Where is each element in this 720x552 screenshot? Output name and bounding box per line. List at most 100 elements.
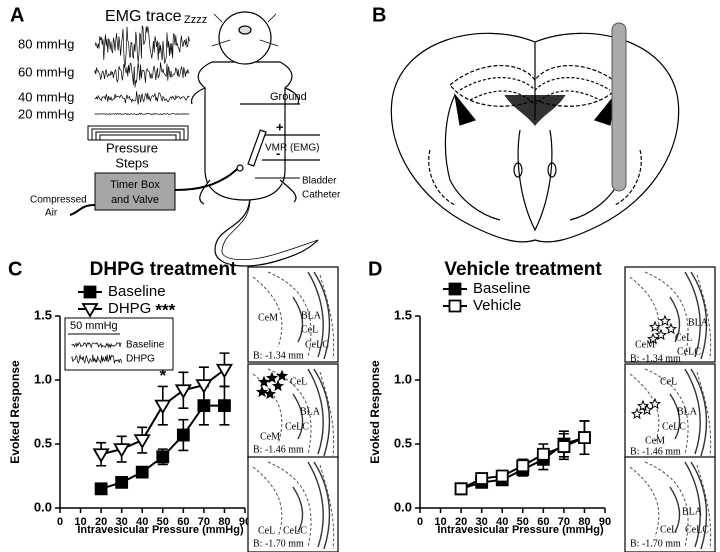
emg-traces [94, 25, 190, 116]
section-label: CeM [645, 435, 665, 446]
y-tick-label: 1.5 [34, 307, 52, 322]
pressure-steps-label: Steps [115, 155, 149, 170]
y-tick-label: 0.0 [394, 499, 412, 514]
chart-title: Vehicle treatment [444, 259, 602, 280]
y-tick-label: 1.0 [34, 371, 52, 386]
section-label: B: -1.46 mm [630, 446, 681, 457]
x-tick-label: 80 [578, 516, 590, 528]
panel-letter: C [8, 258, 22, 280]
x-tick-label: 80 [218, 516, 230, 528]
injection-site [648, 397, 662, 410]
y-axis-label: Evoked Response [8, 360, 22, 464]
x-tick-label: 40 [136, 516, 148, 528]
emg-title: EMG trace [105, 8, 182, 25]
marker [174, 384, 192, 400]
panel-letter: D [368, 258, 382, 280]
timer-label: and Valve [111, 194, 159, 206]
marker [536, 447, 550, 461]
injection-site [654, 328, 668, 341]
inset-label: DHPG [126, 354, 155, 365]
section-label: CeM [260, 431, 280, 442]
inset-trace [71, 341, 122, 349]
emg-trace [94, 91, 190, 105]
marker [215, 363, 234, 379]
x-axis-label: Intravesicular Pressure (mmHg) [77, 524, 244, 536]
injection-site [658, 314, 672, 327]
section-outline [292, 271, 331, 360]
section-label: BLA [301, 310, 322, 321]
y-tick-label: 0.0 [34, 499, 52, 514]
vmr-label: VMR (EMG) [265, 143, 319, 154]
marker [176, 428, 190, 442]
marker [135, 465, 149, 479]
section-label: B: -1.70 mm [630, 538, 681, 549]
marker [578, 431, 591, 444]
plus-label: + [276, 119, 284, 134]
injection-site [257, 375, 271, 388]
marker [218, 399, 231, 412]
x-tick-label: 0 [57, 516, 63, 528]
injection-site [664, 322, 678, 335]
x-tick-label: 20 [455, 516, 467, 528]
pressure-steps-label: Pressure [106, 140, 158, 155]
x-tick-label: 70 [558, 516, 570, 528]
section-outline [252, 271, 335, 360]
section-label: CeLC [283, 525, 307, 536]
injection-site [275, 369, 289, 382]
legend-marker [81, 303, 99, 318]
injection-site [648, 320, 662, 333]
y-axis-label: Evoked Response [368, 360, 382, 464]
x-tick-label: 20 [95, 516, 107, 528]
x-tick-label: 40 [496, 516, 508, 528]
y-tick-label: 0.5 [394, 435, 412, 450]
chart-title: DHPG treatment [90, 259, 237, 280]
significance-label: *** [155, 300, 175, 319]
emg-trace [94, 25, 190, 69]
x-tick-label: 30 [116, 516, 128, 528]
panel-letter: B [372, 4, 386, 26]
chart: C DHPG treatment Evoked Response Intravesic… [8, 258, 251, 536]
section-outline [669, 271, 708, 360]
injection-site [263, 387, 277, 400]
section-label: B: -1.46 mm [253, 444, 304, 455]
x-tick-label: 0 [417, 516, 423, 528]
section-label: CeLC [662, 421, 686, 432]
rat-drawing [190, 11, 319, 267]
minus-label: - [276, 145, 280, 160]
x-tick-label: 10 [74, 516, 86, 528]
injection-site [255, 385, 269, 398]
section-label: CeLC [685, 524, 709, 535]
inset-scale: 50 mmHg [70, 320, 118, 332]
section-label: CeLC [285, 421, 309, 432]
legend-marker [448, 299, 462, 313]
brain-section [390, 32, 680, 243]
timer-box [94, 172, 176, 211]
pressure-label: 80 mmHg [18, 36, 74, 51]
marker [516, 459, 530, 473]
charts: C DHPG treatment Evoked Response Intravesic… [8, 258, 611, 536]
section-outline [669, 368, 708, 457]
section-label: B: -1.34 mm [630, 353, 681, 364]
x-axis-label: Intravesicular Pressure (mmHg) [437, 524, 604, 536]
section-label: CeL [290, 376, 307, 387]
wires [69, 103, 320, 216]
marker [113, 443, 131, 458]
section-outline [292, 368, 331, 457]
y-tick-label: 1.5 [394, 307, 412, 322]
inset-trace [71, 354, 122, 365]
section-label: CeM [635, 339, 655, 350]
brain-section-inset: BLA CeL CeLC CeM B: -1.34 mm [247, 266, 339, 363]
pressure-steps-drawing [87, 125, 189, 141]
marker [115, 476, 129, 489]
x-tick-label: 50 [517, 516, 529, 528]
x-tick-label: 70 [198, 516, 210, 528]
marker [94, 482, 108, 496]
timer-label: Timer Box [110, 179, 160, 191]
legend-label: DHPG [108, 300, 151, 317]
catheter-label: Bladder [302, 176, 337, 187]
air-label: Air [45, 208, 58, 219]
